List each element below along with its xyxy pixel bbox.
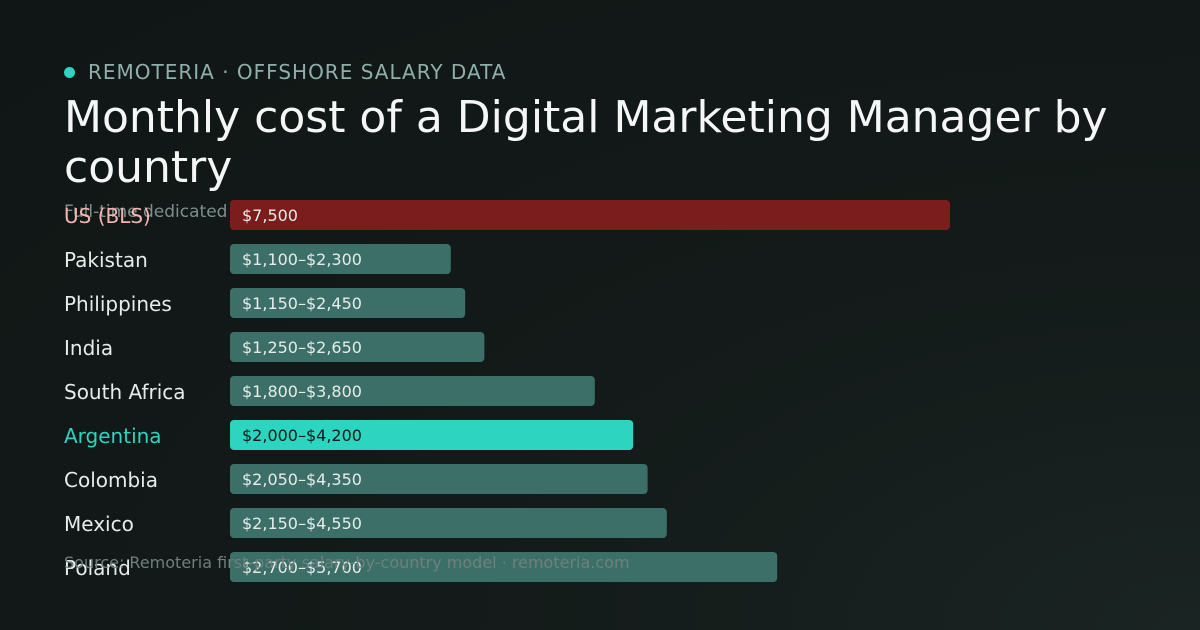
chart-subtitle: Full-time dedicated (64, 202, 228, 222)
bar-value-label: $1,800–$3,800 (242, 382, 362, 401)
bar (230, 200, 950, 230)
bar-value-label: $1,150–$2,450 (242, 294, 362, 313)
category-label: Poland (64, 556, 131, 580)
category-label: Colombia (64, 468, 158, 492)
bar-value-label: $7,500 (242, 206, 298, 225)
category-label: South Africa (64, 380, 186, 404)
brand-text: REMOTERIA · OFFSHORE SALARY DATA (88, 60, 507, 84)
category-label: India (64, 336, 113, 360)
category-label: Pakistan (64, 248, 148, 272)
bar (230, 464, 648, 494)
bar (230, 244, 451, 274)
bar-value-label: $2,700–$5,700 (242, 558, 362, 577)
bar (230, 420, 634, 450)
brand-dot-icon (64, 66, 75, 78)
bar-value-label: $1,100–$2,300 (242, 250, 362, 269)
category-label: Mexico (64, 512, 134, 536)
bar (230, 508, 667, 538)
category-label: US (BLS) (64, 204, 151, 228)
source-note: Source: Remoteria first-party salary-by-… (64, 553, 630, 572)
category-label: Argentina (64, 424, 162, 448)
chart-title: Monthly cost of a Digital Marketing Mana… (64, 92, 1108, 193)
bar-value-label: $2,150–$4,550 (242, 514, 362, 533)
bar (230, 332, 485, 362)
bar-value-label: $2,000–$4,200 (242, 426, 362, 445)
bar-value-label: $1,250–$2,650 (242, 338, 362, 357)
bar (230, 552, 778, 582)
brand-header: REMOTERIA · OFFSHORE SALARY DATA (64, 60, 506, 84)
category-label: Philippines (64, 292, 172, 316)
bar (230, 288, 466, 318)
bar-value-label: $2,050–$4,350 (242, 470, 362, 489)
bar (230, 376, 595, 406)
